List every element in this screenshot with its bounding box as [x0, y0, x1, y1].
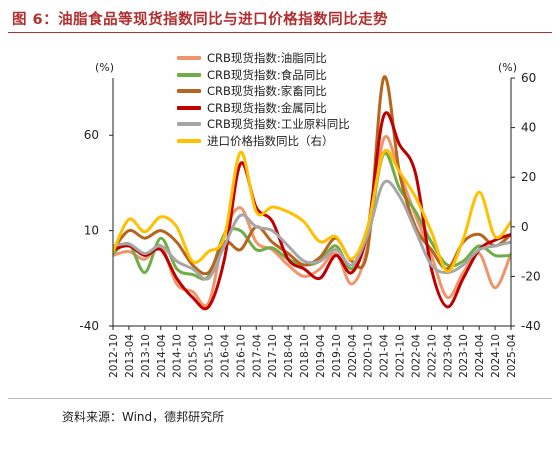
x-tick-label: 2022-10 — [426, 334, 438, 378]
legend-swatch — [177, 105, 201, 110]
left-tick-label: 10 — [84, 224, 99, 238]
x-tick-label: 2013-10 — [140, 334, 152, 378]
right-tick-label: 40 — [521, 121, 536, 135]
x-tick-label: 2014-04 — [156, 334, 168, 378]
chart-title: 图 6：油脂食品等现货指数同比与进口价格指数同比走势 — [12, 12, 389, 28]
legend-swatch — [177, 72, 201, 77]
right-tick-label: 60 — [521, 71, 536, 85]
legend-item-1: CRB现货指数:食品同比 — [177, 67, 350, 84]
left-tick-label: -40 — [79, 319, 99, 333]
legend-label: CRB现货指数:金属同比 — [207, 100, 327, 115]
legend-swatch — [177, 138, 201, 143]
x-tick-label: 2021-04 — [379, 334, 391, 378]
chart-legend: CRB现货指数:油脂同比 CRB现货指数:食品同比 CRB现货指数:家畜同比 CRB现… — [177, 50, 350, 149]
x-tick-label: 2023-04 — [442, 334, 454, 378]
x-tick-label: 2014-10 — [172, 334, 184, 378]
right-tick-label: 20 — [521, 170, 536, 184]
series-line-3 — [113, 111, 511, 311]
x-tick-label: 2021-10 — [395, 334, 407, 378]
x-tick-label: 2018-10 — [299, 334, 311, 378]
x-tick-label: 2023-10 — [458, 334, 470, 378]
legend-swatch — [177, 122, 201, 127]
legend-swatch — [177, 89, 201, 94]
series-layer — [113, 75, 511, 311]
legend-item-4: CRB现货指数:工业原料同比 — [177, 116, 350, 133]
x-tick-label: 2020-10 — [363, 334, 375, 378]
legend-item-2: CRB现货指数:家畜同比 — [177, 83, 350, 100]
title-divider — [8, 32, 552, 33]
legend-swatch — [177, 56, 201, 61]
legend-label: CRB现货指数:油脂同比 — [207, 51, 327, 66]
legend-item-3: CRB现货指数:金属同比 — [177, 100, 350, 117]
x-tick-label: 2015-10 — [204, 334, 216, 378]
x-tick-label: 2017-10 — [267, 334, 279, 378]
right-tick-label: 0 — [521, 220, 529, 234]
x-tick-label: 2015-04 — [188, 334, 200, 378]
x-tick-label: 2019-10 — [331, 334, 343, 378]
series-line-5 — [113, 148, 511, 273]
legend-item-5: 进口价格指数同比（右） — [177, 133, 350, 150]
legend-label: CRB现货指数:家畜同比 — [207, 84, 327, 99]
x-tick-label: 2013-04 — [124, 334, 136, 378]
x-tick-label: 2024-10 — [490, 334, 502, 378]
series-line-0 — [113, 135, 511, 308]
x-tick-label: 2020-04 — [347, 334, 359, 378]
legend-label: CRB现货指数:工业原料同比 — [207, 117, 350, 132]
source-note: 资料来源：Wind，德邦研究所 — [62, 410, 225, 424]
right-tick-label: -40 — [521, 319, 541, 333]
x-tick-label: 2016-04 — [219, 334, 231, 378]
x-tick-label: 2025-04 — [506, 334, 518, 378]
x-tick-label: 2018-04 — [283, 334, 295, 378]
right-axis-unit: (%) — [498, 61, 518, 74]
series-line-1 — [113, 151, 511, 281]
x-tick-label: 2012-10 — [108, 334, 120, 378]
x-tick-label: 2016-10 — [235, 334, 247, 378]
axes-layer: -40 10 60 -40 -20 0 20 40 60 2012-10 2013-04 2013-1… — [79, 71, 540, 378]
chart-canvas: -40 10 60 -40 -20 0 20 40 60 2012-10 2013-04 2013-1… — [79, 71, 540, 378]
legend-label: 进口价格指数同比（右） — [207, 133, 334, 148]
x-tick-label: 2022-04 — [410, 334, 422, 378]
left-tick-label: 60 — [84, 128, 99, 142]
series-line-4 — [113, 179, 511, 281]
x-tick-label: 2024-04 — [474, 334, 486, 378]
footer-divider — [8, 398, 552, 399]
left-axis-unit: (%) — [95, 61, 115, 74]
legend-label: CRB现货指数:食品同比 — [207, 67, 327, 82]
right-tick-label: -20 — [521, 269, 541, 283]
legend-item-0: CRB现货指数:油脂同比 — [177, 50, 350, 67]
x-tick-label: 2019-04 — [315, 334, 327, 378]
x-tick-label: 2017-04 — [251, 334, 263, 378]
